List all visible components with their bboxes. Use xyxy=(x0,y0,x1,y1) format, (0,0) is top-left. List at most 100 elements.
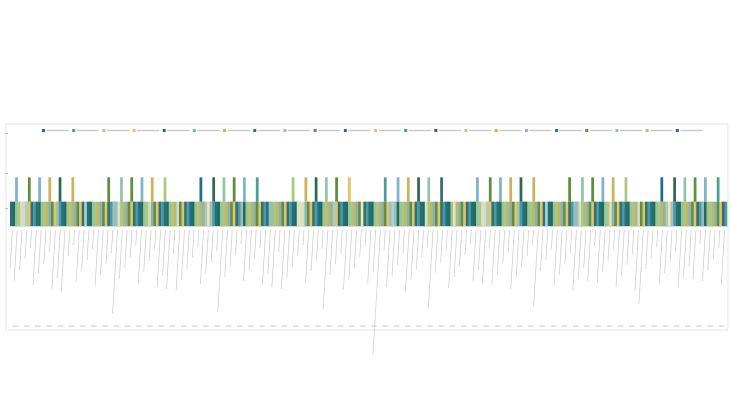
x-tick-label xyxy=(175,229,181,292)
bar-segment xyxy=(150,201,154,226)
bottom-tick-mark xyxy=(24,325,30,327)
bar-segment xyxy=(45,201,49,226)
bar-segment xyxy=(557,201,561,226)
bar-segment xyxy=(63,201,67,226)
legend-swatch xyxy=(313,129,317,132)
bar-segment xyxy=(371,201,374,226)
bar-segment xyxy=(591,201,595,226)
bar-segment xyxy=(550,201,554,226)
bar-segment xyxy=(522,201,525,226)
bar-gap xyxy=(22,201,26,226)
x-tick-label xyxy=(421,229,424,259)
bar-segment xyxy=(89,201,93,226)
x-tick-label xyxy=(677,229,682,289)
x-tick-label xyxy=(297,229,300,257)
bar-segment xyxy=(693,177,697,202)
bar-segment xyxy=(414,201,418,226)
bar-segment xyxy=(680,201,684,226)
x-tick-label xyxy=(453,229,458,278)
legend-swatch xyxy=(675,129,679,132)
x-tick-label xyxy=(656,229,659,248)
bar-segment xyxy=(634,201,638,226)
bottom-tick-mark xyxy=(259,325,265,327)
bar-segment xyxy=(186,201,190,226)
bar-segment xyxy=(58,177,62,202)
x-tick-label xyxy=(24,229,28,260)
x-tick-label xyxy=(405,229,410,292)
bar-segment xyxy=(248,201,251,226)
bottom-tick-mark xyxy=(382,325,389,327)
bar-segment xyxy=(711,201,715,226)
bar-segment xyxy=(120,201,123,226)
bar-segment xyxy=(48,177,52,202)
bar-segment xyxy=(181,201,185,226)
x-tick-label xyxy=(569,229,572,254)
x-tick-label xyxy=(302,229,305,246)
x-tick-label xyxy=(173,229,176,255)
bars xyxy=(10,177,728,226)
bar-segment xyxy=(499,201,502,226)
x-tick-label xyxy=(205,229,209,274)
bar-segment xyxy=(647,201,651,226)
bar-segment xyxy=(219,201,223,226)
y-tick-labels xyxy=(5,133,8,210)
x-tick-label xyxy=(596,229,601,284)
bar-segment xyxy=(616,201,620,226)
x-tick-label xyxy=(410,229,415,281)
bar-segment xyxy=(184,201,187,226)
bar-segment xyxy=(706,201,710,226)
bar-segment xyxy=(222,177,226,202)
bar-segment xyxy=(565,201,569,226)
bar-segment xyxy=(624,177,628,202)
bar-segment xyxy=(260,201,264,226)
legend-entry-text xyxy=(469,129,492,132)
bar-segment xyxy=(463,201,467,226)
bar-segment xyxy=(291,177,295,202)
x-tick-label xyxy=(200,229,204,285)
x-tick-label xyxy=(13,229,18,282)
x-tick-label xyxy=(124,229,128,269)
bar-segment xyxy=(94,201,98,226)
bar-segment xyxy=(404,201,408,226)
bottom-tick-mark xyxy=(404,325,411,327)
x-tick-label xyxy=(532,229,534,246)
bottom-tick-mark xyxy=(113,325,120,327)
bar-segment xyxy=(71,177,75,202)
bar-segment xyxy=(199,201,203,226)
bar-segment xyxy=(250,201,254,226)
bar-segment xyxy=(488,177,492,202)
x-tick-label xyxy=(9,229,13,269)
bottom-tick-mark xyxy=(57,325,64,327)
bar-segment xyxy=(17,201,21,226)
legend-swatch xyxy=(192,129,196,132)
bar-segment xyxy=(355,201,359,226)
bar-segment xyxy=(555,201,559,226)
x-tick-label xyxy=(464,229,467,256)
bar-segment xyxy=(688,201,692,226)
bar-segment xyxy=(460,201,464,226)
legend-entry-text xyxy=(619,129,643,132)
x-tick-label xyxy=(286,229,290,279)
x-tick-label xyxy=(692,229,697,280)
bar-segment xyxy=(312,201,315,226)
bar-segment xyxy=(284,201,287,226)
bar-segment xyxy=(135,201,139,226)
bottom-tick-mark xyxy=(270,325,277,327)
bar-segment xyxy=(673,177,676,202)
legend-swatch xyxy=(253,129,257,132)
x-tick-label xyxy=(43,229,47,264)
bar-segment xyxy=(473,201,477,226)
bar-segment xyxy=(68,201,72,226)
bar-segment xyxy=(212,201,216,226)
bar-segment xyxy=(519,201,523,226)
bottom-tick-mark xyxy=(91,325,97,327)
x-tick-label xyxy=(448,229,453,289)
x-tick-label xyxy=(343,229,348,291)
bar-segment xyxy=(140,177,144,202)
bar-segment xyxy=(97,201,100,226)
bottom-tick-mark xyxy=(360,325,366,327)
bar-segment xyxy=(432,201,436,226)
x-tick-label xyxy=(353,229,357,269)
x-tick-label xyxy=(166,229,171,290)
bar-segment xyxy=(368,201,372,226)
